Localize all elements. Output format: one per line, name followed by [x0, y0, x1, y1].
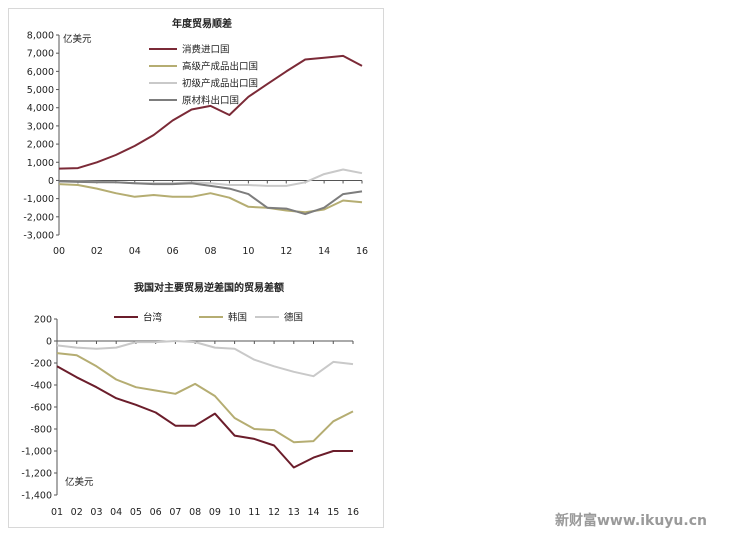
legend-label: 德国 [284, 312, 303, 324]
y-tick-label: 7,000 [27, 49, 54, 60]
legend-label: 高级产成品出口国 [182, 61, 258, 73]
x-tick-label: 00 [53, 246, 65, 257]
x-tick-label: 08 [204, 246, 216, 257]
site-watermark: 新财富www.ikuyu.cn [555, 513, 707, 529]
x-tick-label: 10 [229, 507, 241, 518]
y-tick-label: 2,000 [27, 140, 54, 151]
x-tick-label: 06 [167, 246, 179, 257]
x-tick-label: 12 [268, 507, 280, 518]
x-tick-label: 11 [248, 507, 260, 518]
x-tick-label: 13 [288, 507, 300, 518]
y-tick-label: 3,000 [27, 121, 54, 132]
x-tick-label: 12 [280, 246, 292, 257]
y-tick-label: -3,000 [23, 231, 54, 242]
series-line [58, 54, 363, 170]
x-tick-label: 08 [189, 507, 201, 518]
y-tick-label: 4,000 [27, 103, 54, 114]
x-tick-label: 15 [327, 507, 339, 518]
y-tick-label: -2,000 [23, 212, 54, 223]
y-tick-label: 6,000 [27, 67, 54, 78]
x-tick-label: 06 [150, 507, 162, 518]
y-tick-label: 5,000 [27, 85, 54, 96]
y-tick-label: -1,000 [23, 194, 54, 205]
trade-surplus-chart: 年度贸易顺差 -3,000 -2,000 -1,000 0 1,000 2,000 3,000… [23, 17, 368, 257]
series-line [56, 365, 353, 469]
legend-label: 原材料出口国 [182, 95, 239, 107]
series-line [58, 183, 363, 214]
x-tick-label: 02 [91, 246, 103, 257]
series-line [56, 352, 354, 444]
y-tick-label: -400 [30, 381, 52, 392]
series-line [59, 168, 363, 187]
series-line [58, 180, 363, 216]
legend-label: 消费进口国 [182, 44, 230, 56]
x-tick-label: 01 [51, 507, 63, 518]
y-tick-label: 8,000 [27, 31, 54, 42]
y-tick-label: -600 [30, 403, 52, 414]
legend-label: 台湾 [143, 312, 163, 324]
x-tick-label: 10 [242, 246, 254, 257]
x-tick-label: 03 [90, 507, 102, 518]
x-tick-label: 05 [130, 507, 142, 518]
y-tick-label: -1,200 [21, 469, 52, 480]
y-tick-label: -200 [30, 359, 52, 370]
legend-label: 初级产成品出口国 [182, 78, 258, 90]
y-tick-label: -800 [30, 425, 52, 436]
y-tick-label: -1,400 [21, 491, 52, 502]
y-unit-label: 亿美元 [65, 476, 94, 488]
x-tick-label: 04 [129, 246, 141, 257]
y-tick-label: -1,000 [21, 447, 52, 458]
y-tick-label: 0 [48, 176, 54, 187]
chart-panel: 年度贸易顺差 -3,000 -2,000 -1,000 0 1,000 2,000 3,000… [8, 8, 384, 528]
y-tick-label: 1,000 [27, 158, 54, 169]
y-unit-label: 亿美元 [63, 33, 92, 45]
x-tick-label: 04 [110, 507, 122, 518]
x-tick-label: 02 [71, 507, 83, 518]
x-tick-label: 14 [307, 507, 319, 518]
y-tick-label: 200 [34, 315, 52, 326]
deficit-partners-chart: 我国对主要贸易逆差国的贸易差额 -1,400 -1,200 -1,000 -800 -60… [21, 281, 359, 518]
chart-title: 我国对主要贸易逆差国的贸易差额 [134, 281, 284, 294]
x-tick-label: 16 [347, 507, 359, 518]
legend-label: 韩国 [228, 312, 247, 324]
x-tick-label: 07 [169, 507, 181, 518]
x-tick-label: 09 [209, 507, 221, 518]
y-tick-label: 0 [46, 337, 52, 348]
chart-title: 年度贸易顺差 [172, 17, 232, 30]
series-line [56, 340, 354, 378]
x-tick-label: 16 [356, 246, 368, 257]
x-tick-label: 14 [318, 246, 330, 257]
